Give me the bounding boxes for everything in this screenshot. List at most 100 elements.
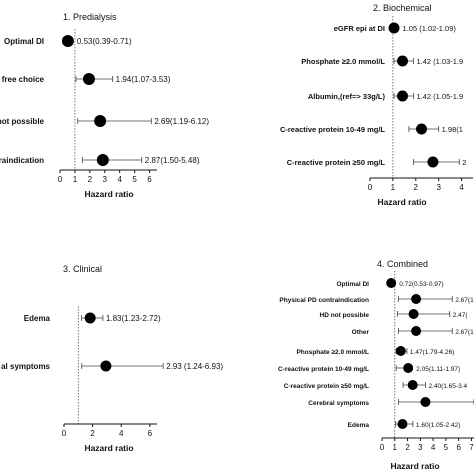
x-tick-label: 1: [73, 175, 78, 184]
row-label: Edema: [348, 422, 370, 429]
estimate-label: 0.53(0.39-0.71): [77, 37, 132, 46]
estimate-label: 2: [462, 158, 466, 167]
panel-title: 4. Combined: [377, 259, 428, 269]
x-tick-label: 7: [469, 443, 474, 452]
row-label: HD not possible: [320, 312, 370, 319]
x-tick-label: 2: [90, 429, 95, 438]
point-estimate: [386, 278, 397, 288]
point-estimate: [84, 312, 96, 324]
forest-row: Albumin,(ref=> 33g/L) 1.42 (1.05-1.9: [308, 90, 463, 102]
estimate-label: 1.98(1: [442, 125, 463, 134]
row-label: Optimal DI: [336, 281, 369, 288]
x-tick-label: 4: [459, 183, 464, 192]
row-label: free choice: [2, 75, 45, 84]
estimate-label: 0.72(0.53-0.97): [399, 281, 443, 288]
point-estimate: [100, 360, 112, 372]
x-tick-label: 0: [62, 429, 67, 438]
forest-row: Physical PD contraindication 2.67(1.3: [279, 294, 474, 304]
point-estimate: [82, 73, 95, 85]
panel-title: 2. Biochemical: [373, 3, 432, 13]
x-tick-label: 5: [132, 175, 137, 184]
row-label: C-reactive protein 10-49 mg/L: [278, 366, 369, 373]
row-label: C-reactive protein ≥50 mg/L: [287, 158, 386, 167]
row-label: Other: [352, 329, 370, 336]
row-label: Edema: [24, 314, 51, 323]
row-label: ontraindication: [0, 156, 44, 165]
estimate-label: 2.93 (1.24-6.93): [166, 362, 223, 371]
forest-row: Other 2.67(1.: [352, 326, 474, 336]
panel-3: 3. Clinical 0 2 4 6 Hazard ratio Edema 1.83(1.2…: [1, 264, 223, 453]
point-estimate: [408, 309, 419, 319]
panel-title: 1. Predialysis: [63, 12, 117, 22]
row-label: Phosphate ≥2.0 mmol/L: [301, 57, 385, 66]
x-axis-label: Hazard ratio: [377, 197, 426, 207]
x-tick-label: 6: [148, 429, 153, 438]
x-tick-label: 3: [418, 443, 423, 452]
x-tick-label: 4: [431, 443, 436, 452]
row-label: al symptoms: [1, 362, 50, 371]
estimate-label: 2.69(1.19-6.12): [154, 117, 209, 126]
x-tick-label: 2: [414, 183, 419, 192]
x-axis-label: Hazard ratio: [84, 443, 133, 453]
x-tick-label: 2: [405, 443, 410, 452]
x-tick-label: 0: [380, 443, 385, 452]
forest-row: not possible 2.69(1.19-6.12): [0, 115, 209, 127]
forest-row: C-reactive protein ≥50 mg/L 2: [287, 156, 466, 168]
point-estimate: [61, 35, 74, 47]
panel-1: 1. Predialysis 0 1 2 3 4 5 6 Hazard ratio Optimal…: [0, 12, 209, 199]
row-label: C-reactive protein 10-49 mg/L: [280, 125, 385, 134]
panel-title: 3. Clinical: [63, 264, 102, 274]
x-tick-label: 6: [456, 443, 461, 452]
point-estimate: [403, 363, 414, 373]
row-label: Albumin,(ref=> 33g/L): [308, 92, 386, 101]
estimate-label: 2.67(1.: [455, 329, 474, 336]
estimate-label: 2.47(: [453, 312, 469, 319]
point-estimate: [411, 326, 422, 336]
estimate-label: 1.83(1.23-2.72): [106, 314, 161, 323]
forest-row: C-reactive protein 10-49 mg/L 1.98(1: [280, 123, 463, 135]
estimate-label: 1.47(1.79-4.26): [410, 349, 454, 356]
estimate-label: 1.94(1.07-3.53): [116, 75, 171, 84]
forest-row: Edema 1.60(1.05-2.42): [348, 419, 460, 429]
point-estimate: [397, 90, 409, 102]
estimate-label: 2.87(1.50-5.48): [145, 156, 200, 165]
x-tick-label: 3: [103, 175, 108, 184]
row-label: Optimal DI: [4, 37, 44, 46]
x-tick-label: 1: [391, 183, 396, 192]
panel-2: 2. Biochemical 0 1 2 3 4 Hazard ratio eGFR epi …: [280, 3, 473, 207]
point-estimate: [411, 294, 422, 304]
point-estimate: [416, 123, 427, 135]
x-axis-label: Hazard ratio: [390, 461, 439, 471]
row-label: eGFR epi at DI: [334, 24, 385, 33]
x-tick-label: 5: [444, 443, 449, 452]
estimate-label: 1.42 (1.05-1.9: [416, 92, 463, 101]
estimate-label: 1.42 (1.03-1.9: [416, 57, 463, 66]
forest-row: ontraindication 2.87(1.50-5.48): [0, 154, 200, 166]
estimate-label: 2.40(1.65-3.4: [428, 383, 467, 390]
forest-row: Cerebral symptoms: [308, 397, 474, 407]
point-estimate: [397, 419, 408, 429]
x-tick-label: 4: [117, 175, 122, 184]
estimate-label: 1.60(1.05-2.42): [416, 422, 460, 429]
point-estimate: [420, 397, 431, 407]
row-label: not possible: [0, 117, 45, 126]
x-tick-label: 0: [58, 175, 63, 184]
row-label: C-reactive protein ≥50 mg/L: [284, 383, 369, 390]
estimate-label: 2.67(1.3: [455, 297, 474, 304]
forest-row: free choice 1.94(1.07-3.53): [2, 73, 171, 85]
panel-4: 4. Combined 0 1 2 3 4 5 6 7 Hazard ratio Optimal D…: [278, 259, 474, 471]
estimate-label: 1.05 (1.02-1.09): [403, 24, 457, 33]
x-tick-label: 3: [436, 183, 441, 192]
x-tick-label: 0: [368, 183, 373, 192]
row-label: Cerebral symptoms: [308, 400, 369, 407]
x-tick-label: 6: [147, 175, 152, 184]
forest-row: eGFR epi at DI 1.05 (1.02-1.09): [334, 22, 457, 34]
point-estimate: [96, 154, 109, 166]
estimate-label: 2.05(1.11-1.97): [416, 366, 460, 373]
forest-row: Optimal DI 0.72(0.53-0.97): [336, 278, 444, 288]
x-tick-label: 4: [119, 429, 124, 438]
point-estimate: [397, 55, 409, 67]
row-label: Physical PD contraindication: [279, 297, 369, 304]
forest-row: Optimal DI 0.53(0.39-0.71): [4, 35, 132, 47]
